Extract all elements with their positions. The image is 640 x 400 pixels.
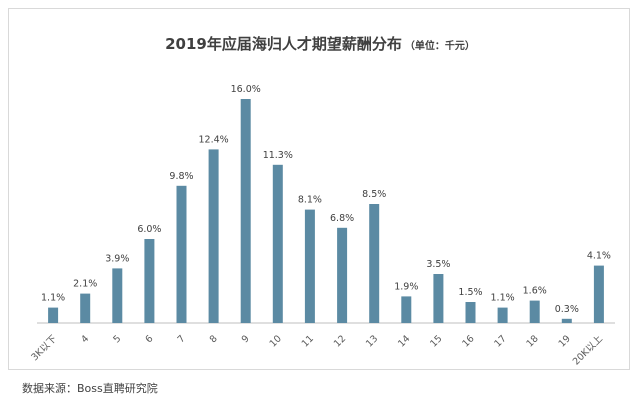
- bar-8: [304, 209, 315, 323]
- x-tick-label-13: 16: [460, 333, 476, 349]
- bar-4: [176, 185, 187, 323]
- bar-10: [369, 204, 380, 323]
- x-tick-label-14: 17: [492, 333, 508, 349]
- bar-0: [48, 307, 59, 323]
- bar-17: [593, 265, 604, 323]
- data-label-13: 1.5%: [458, 287, 482, 298]
- x-tick-label-16: 19: [557, 333, 573, 349]
- data-label-11: 1.9%: [394, 281, 418, 292]
- chart-title-group: 2019年应届海归人才期望薪酬分布 （单位：千元）: [165, 35, 475, 53]
- data-label-10: 8.5%: [362, 189, 386, 200]
- bar-13: [465, 302, 476, 323]
- data-label-8: 8.1%: [298, 195, 322, 206]
- data-label-17: 4.1%: [587, 251, 611, 262]
- bar-6: [240, 99, 251, 323]
- data-label-5: 12.4%: [199, 134, 229, 145]
- bar-2: [112, 268, 123, 323]
- data-labels-group: 1.1% 2.1% 3.9% 6.0% 9.8% 12.4% 16.0% 11.3% 8.1% 6…: [41, 84, 611, 315]
- x-tick-label-8: 11: [300, 333, 316, 349]
- data-label-3: 6.0%: [137, 224, 161, 235]
- data-label-4: 9.8%: [169, 171, 193, 182]
- data-label-7: 11.3%: [263, 150, 293, 161]
- bar-15: [529, 300, 540, 323]
- bar-11: [401, 296, 412, 323]
- x-tick-label-1: 4: [79, 333, 91, 345]
- x-tick-label-12: 15: [428, 333, 444, 349]
- data-label-0: 1.1%: [41, 293, 65, 304]
- bar-14: [497, 307, 508, 323]
- data-label-2: 3.9%: [105, 253, 129, 264]
- x-tick-label-6: 9: [240, 333, 252, 345]
- x-tick-label-10: 13: [364, 333, 380, 349]
- bar-5: [208, 149, 219, 323]
- bars-group: [48, 99, 604, 323]
- data-label-1: 2.1%: [73, 279, 97, 290]
- x-tick-label-17: 20K以上: [571, 333, 606, 368]
- x-tick-label-0: 3K以下: [29, 333, 59, 363]
- data-label-6: 16.0%: [231, 84, 261, 95]
- source-note: 数据来源：Boss直聘研究院: [22, 382, 158, 395]
- data-label-14: 1.1%: [491, 293, 515, 304]
- data-label-9: 6.8%: [330, 213, 354, 224]
- bar-3: [144, 239, 155, 323]
- bar-7: [272, 164, 283, 323]
- x-tick-label-9: 12: [332, 333, 348, 349]
- x-tick-label-3: 6: [143, 333, 155, 345]
- chart-title: 2019年应届海归人才期望薪酬分布: [165, 35, 402, 53]
- data-label-12: 3.5%: [426, 259, 450, 270]
- x-tick-label-7: 10: [268, 333, 284, 349]
- chart-subtitle: （单位：千元）: [405, 39, 475, 52]
- bar-1: [80, 293, 91, 323]
- x-tick-label-11: 14: [396, 333, 412, 349]
- bar-9: [337, 227, 348, 323]
- x-tick-label-4: 7: [176, 333, 188, 345]
- bar-12: [433, 274, 444, 323]
- chart-frame: 2019年应届海归人才期望薪酬分布 （单位：千元） 1.1% 2.1% 3.9% 6.0…: [8, 8, 630, 370]
- data-label-15: 1.6%: [523, 286, 547, 297]
- x-tick-label-2: 5: [111, 333, 123, 345]
- data-label-16: 0.3%: [555, 304, 579, 315]
- x-tick-label-5: 8: [208, 333, 220, 345]
- bar-chart: 2019年应届海归人才期望薪酬分布 （单位：千元） 1.1% 2.1% 3.9% 6.0…: [29, 35, 615, 368]
- bar-16: [561, 318, 572, 323]
- x-tick-label-15: 18: [524, 333, 540, 349]
